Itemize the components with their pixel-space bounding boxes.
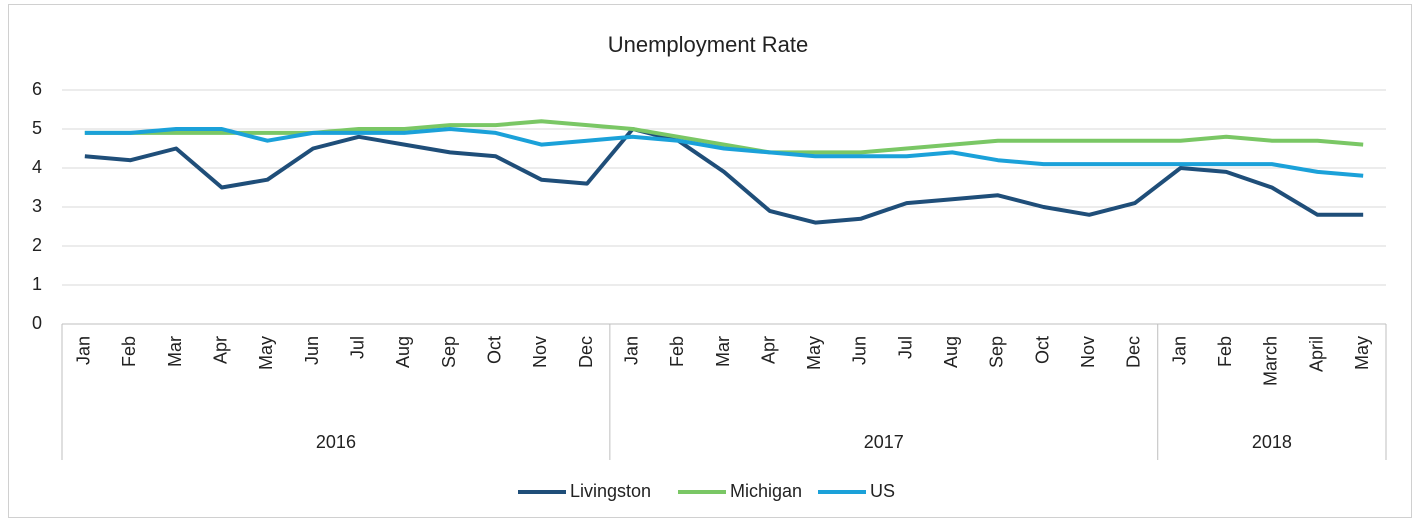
y-tick-label: 4 [32,157,42,177]
y-tick-label: 5 [32,118,42,138]
x-tick-label: May [804,336,824,370]
series-line [84,127,1364,178]
series-line [84,119,1364,155]
legend-label: Michigan [730,481,802,501]
x-tick-label: Jun [850,336,870,365]
x-tick-label: Jan [621,336,641,365]
x-tick-label: Sep [987,336,1007,368]
legend-label: US [870,481,895,501]
chart-border [8,4,1412,518]
x-tick-label: Feb [1215,336,1235,367]
x-tick-label: Aug [941,336,961,368]
x-tick-label: Jul [895,336,915,359]
group-label: 2018 [1252,432,1292,452]
y-tick-label: 3 [32,196,42,216]
chart-title: Unemployment Rate [608,32,809,57]
x-tick-label: Mar [165,336,185,367]
x-tick-label: Nov [530,336,550,368]
x-tick-label: Aug [393,336,413,368]
x-tick-label: Feb [119,336,139,367]
y-tick-label: 0 [32,313,42,333]
series-line [84,127,1364,225]
x-tick-label: May [256,336,276,370]
x-tick-label: Apr [758,336,778,364]
x-tick-label: April [1306,336,1326,372]
legend-label: Livingston [570,481,651,501]
x-tick-label: Dec [576,336,596,368]
x-tick-label: Feb [667,336,687,367]
x-tick-label: Jul [348,336,368,359]
x-tick-label: Apr [211,336,231,364]
x-tick-label: Jan [74,336,94,365]
group-label: 2016 [316,432,356,452]
x-tick-label: Oct [484,336,504,364]
y-tick-label: 2 [32,235,42,255]
x-tick-label: March [1261,336,1281,386]
x-tick-label: Jun [302,336,322,365]
y-tick-label: 1 [32,274,42,294]
group-label: 2017 [864,432,904,452]
x-tick-label: May [1352,336,1372,370]
x-tick-label: Mar [713,336,733,367]
x-tick-label: Jan [1169,336,1189,365]
y-tick-label: 6 [32,79,42,99]
x-tick-label: Nov [1078,336,1098,368]
x-tick-label: Oct [1032,336,1052,364]
x-tick-label: Dec [1124,336,1144,368]
x-tick-label: Sep [439,336,459,368]
